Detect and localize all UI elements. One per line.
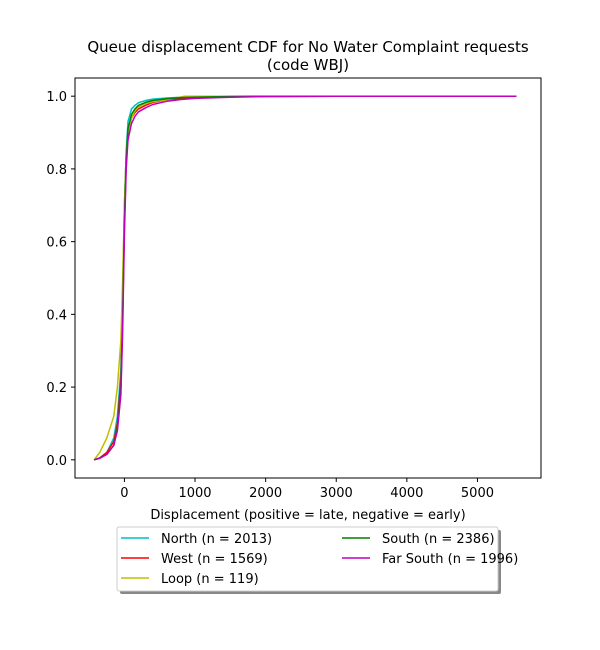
x-axis-label: Displacement (positive = late, negative … xyxy=(150,508,465,523)
axes-frame xyxy=(74,77,542,479)
chart-title-line-2: (code WBJ) xyxy=(267,56,349,74)
x-tick-label-2: 2000 xyxy=(249,486,282,501)
chart-title-line-1: Queue displacement CDF for No Water Comp… xyxy=(87,38,528,56)
legend-entry-0: North (n = 2013) xyxy=(161,532,272,547)
y-tick-label-4: 0.8 xyxy=(46,163,67,178)
legend-box xyxy=(116,526,499,592)
series-line-1 xyxy=(93,95,517,461)
legend-entry-4: Far South (n = 1996) xyxy=(382,552,518,567)
legend: North (n = 2013) West (n = 1569) Loop (n =… xyxy=(116,526,518,594)
x-tick-label-4: 4000 xyxy=(390,486,423,501)
y-tick-label-2: 0.4 xyxy=(46,308,67,323)
x-tick-label-0: 0 xyxy=(120,486,128,501)
x-tick-label-3: 3000 xyxy=(320,486,353,501)
x-tick-label-5: 5000 xyxy=(461,486,494,501)
legend-entry-1: West (n = 1569) xyxy=(161,552,268,567)
y-tick-label-3: 0.6 xyxy=(46,236,67,251)
series-line-2 xyxy=(93,95,517,461)
x-tick-label-1: 1000 xyxy=(178,486,211,501)
y-tick-label-5: 1.0 xyxy=(46,90,67,105)
series-line-3 xyxy=(93,95,517,461)
series-line-4 xyxy=(93,95,517,461)
chart-title: Queue displacement CDF for No Water Comp… xyxy=(87,38,528,74)
legend-entry-2: Loop (n = 119) xyxy=(161,572,259,587)
plot-area xyxy=(93,95,517,461)
axes: 0 1000 2000 3000 4000 5000 0.0 0.2 0.4 0.6 0.8 1.0 xyxy=(46,77,542,501)
y-tick-label-1: 0.2 xyxy=(46,381,67,396)
y-tick-label-0: 0.0 xyxy=(46,454,67,469)
series-line-0 xyxy=(93,95,517,461)
legend-entry-3: South (n = 2386) xyxy=(382,532,495,547)
